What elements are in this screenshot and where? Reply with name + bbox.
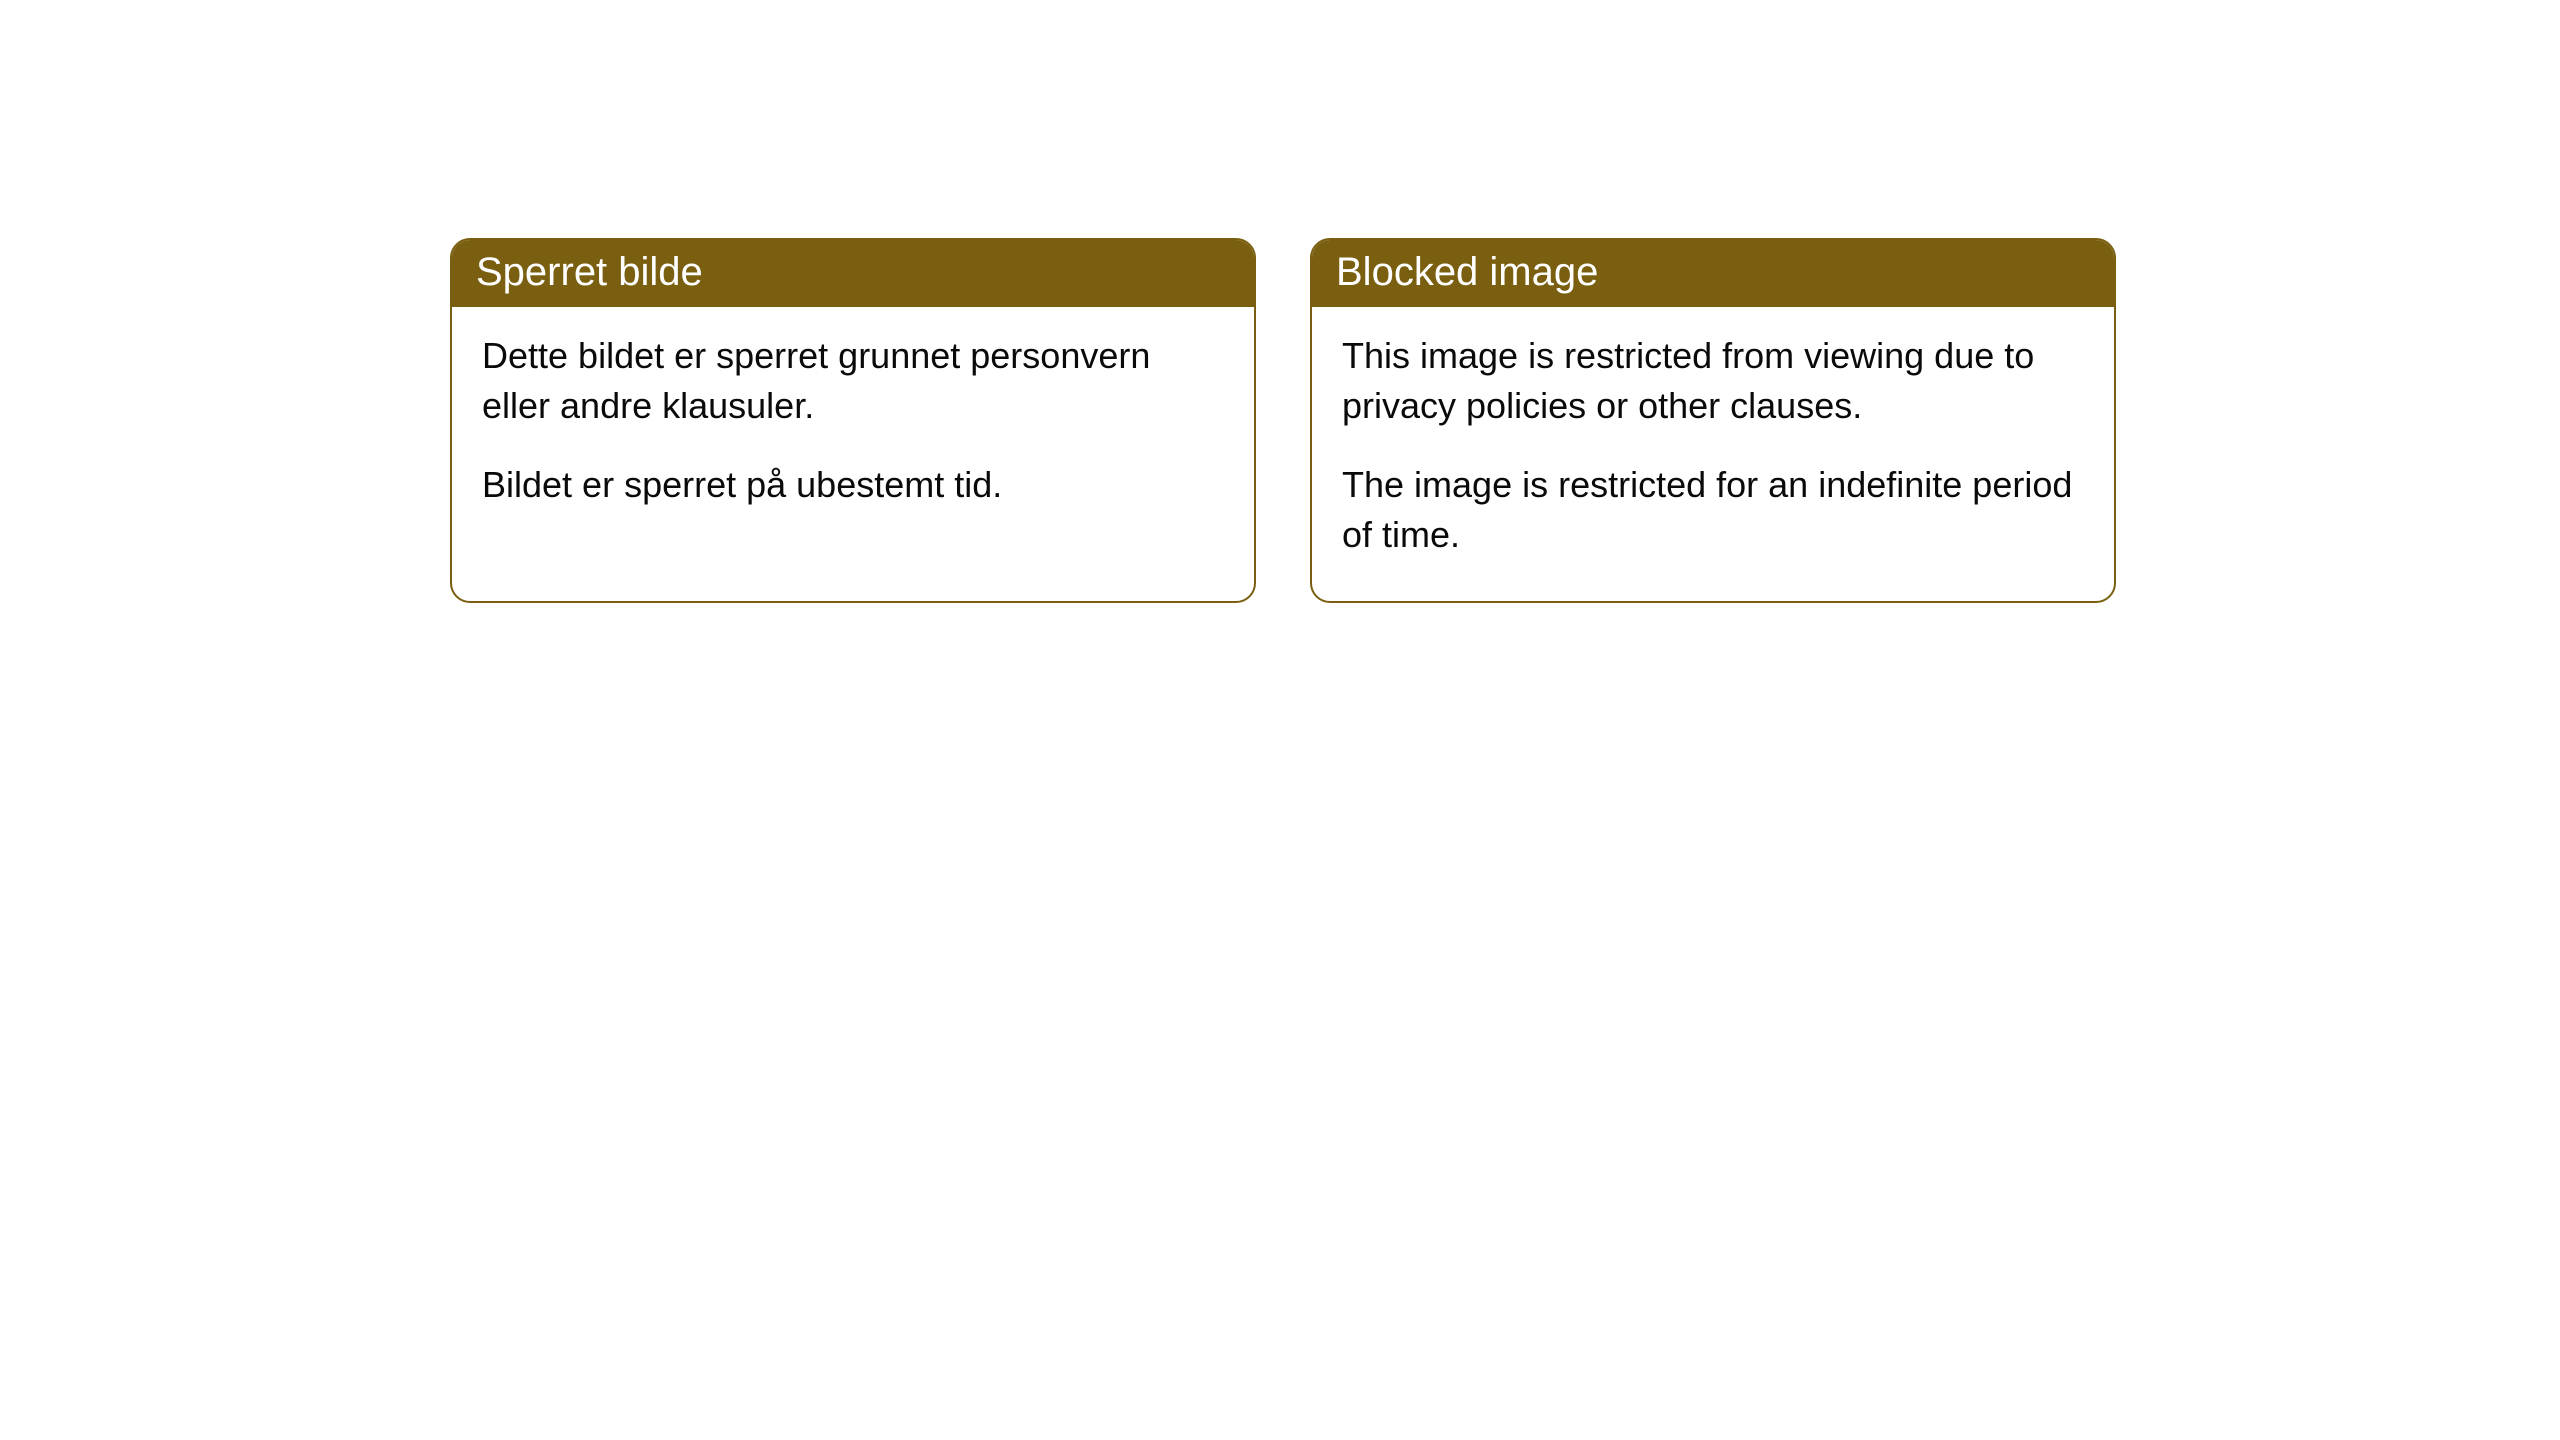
card-body: This image is restricted from viewing du… (1312, 307, 2114, 601)
card-title: Blocked image (1336, 250, 1598, 294)
card-paragraph: The image is restricted for an indefinit… (1342, 460, 2084, 561)
card-paragraph: Dette bildet er sperret grunnet personve… (482, 331, 1224, 432)
card-paragraph: Bildet er sperret på ubestemt tid. (482, 460, 1224, 510)
notice-card-english: Blocked image This image is restricted f… (1310, 238, 2116, 603)
notice-cards-container: Sperret bilde Dette bildet er sperret gr… (450, 238, 2116, 603)
card-header: Sperret bilde (452, 240, 1254, 307)
card-header: Blocked image (1312, 240, 2114, 307)
card-title: Sperret bilde (476, 250, 703, 294)
notice-card-norwegian: Sperret bilde Dette bildet er sperret gr… (450, 238, 1256, 603)
card-body: Dette bildet er sperret grunnet personve… (452, 307, 1254, 550)
card-paragraph: This image is restricted from viewing du… (1342, 331, 2084, 432)
